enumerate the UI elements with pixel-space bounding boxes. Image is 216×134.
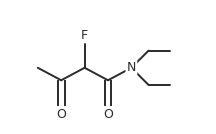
Text: O: O [103, 108, 113, 121]
Text: N: N [127, 61, 136, 74]
Text: F: F [81, 29, 88, 42]
Text: O: O [56, 108, 66, 121]
